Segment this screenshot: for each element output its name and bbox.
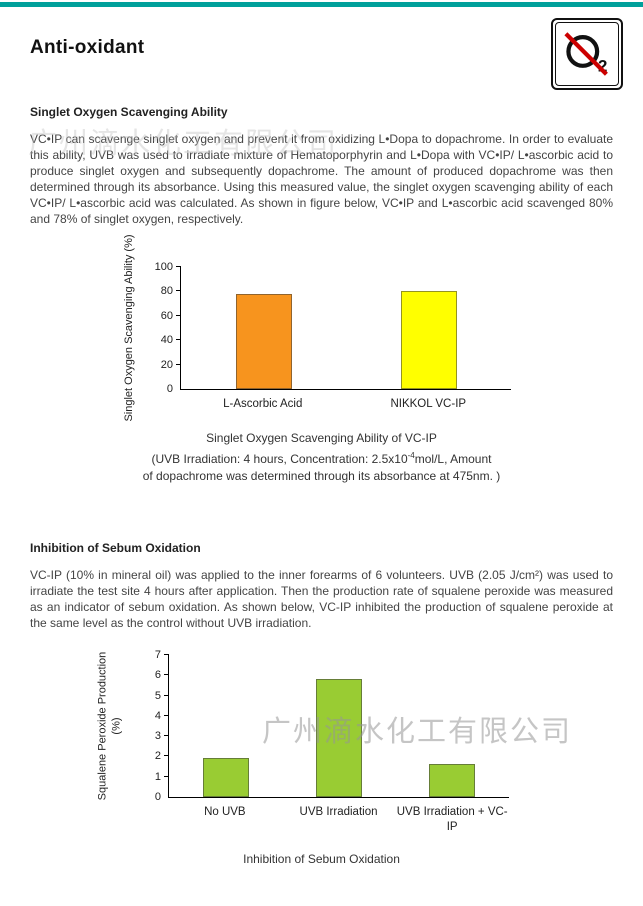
chart2-caption: Inhibition of Sebum Oxidation	[243, 851, 400, 866]
y-axis-label: Squalene Peroxide Production (%)	[96, 651, 122, 801]
y-axis: Squalene Peroxide Production (%)	[92, 652, 128, 801]
y-tick-mark	[164, 674, 169, 676]
section1-paragraph: VC•IP can scavenge singlet oxygen and pr…	[30, 132, 613, 226]
y-tick-mark	[164, 755, 169, 757]
y-tick-label: 7	[154, 648, 161, 661]
caption-line: Singlet Oxygen Scavenging Ability of VC-…	[206, 430, 437, 445]
y-tick-mark	[176, 314, 181, 316]
caption-line: (UVB Irradiation: 4 hours, Concentration…	[151, 450, 492, 466]
superscript-exponent: -4	[407, 450, 415, 460]
no-oxygen-icon: 2	[555, 22, 619, 86]
bar-no-uvb	[202, 758, 249, 797]
y-tick-label: 100	[154, 261, 173, 273]
y-tick-label: 6	[154, 669, 161, 682]
y-tick-label: 60	[160, 309, 173, 322]
section-heading-singlet-oxygen: Singlet Oxygen Scavenging Ability	[30, 105, 228, 119]
x-axis-labels: L-Ascorbic Acid NIKKOL VC-IP	[180, 390, 511, 412]
section2-paragraph: VC-IP (10% in mineral oil) was applied t…	[30, 567, 613, 630]
y-tick-label: 5	[154, 689, 161, 702]
caption-line: of dopachrome was determined through its…	[142, 468, 501, 483]
x-tick-label: NIKKOL VC-IP	[390, 398, 467, 410]
red-slash	[564, 32, 608, 76]
chart1-caption: Singlet Oxygen Scavenging Ability of VC-…	[30, 430, 613, 485]
bars-group	[169, 655, 509, 797]
bar-uvb-irradiation	[315, 679, 362, 797]
y-tick-mark	[176, 363, 181, 365]
y-tick-label: 80	[160, 285, 173, 298]
y-tick-mark	[164, 775, 169, 777]
logo-subscript: 2	[598, 57, 607, 76]
bar-nikkol-vc-ip	[400, 291, 457, 389]
y-tick-label: 20	[160, 358, 173, 371]
bars-group	[181, 267, 511, 389]
bar-l-ascorbic-acid	[235, 293, 292, 389]
y-tick-mark	[164, 694, 169, 696]
x-tick-label: UVB Irradiation + VC-IP	[396, 805, 508, 833]
x-tick-label: L-Ascorbic Acid	[223, 398, 303, 410]
section-heading-sebum-oxidation: Inhibition of Sebum Oxidation	[30, 540, 201, 555]
y-tick-label: 0	[154, 790, 161, 803]
y-tick-label: 2	[154, 750, 161, 763]
x-axis-labels: No UVB UVB Irradiation UVB Irradiation + V…	[168, 798, 509, 835]
y-tick-mark	[164, 735, 169, 737]
x-tick-label: UVB Irradiation	[299, 805, 378, 818]
y-tick-mark	[164, 714, 169, 716]
y-tick-mark	[176, 290, 181, 292]
anti-oxidant-logo: 2	[551, 18, 623, 90]
sebum-oxidation-chart: Squalene Peroxide Production (%) 0 1 2 3 4 5 6…	[92, 649, 613, 835]
x-tick-label: No UVB	[204, 805, 246, 818]
y-tick-label: 0	[166, 383, 173, 395]
y-tick-mark	[164, 653, 169, 655]
y-tick-label: 4	[154, 709, 161, 722]
top-divider	[0, 2, 643, 7]
y-tick-label: 40	[160, 334, 173, 347]
singlet-oxygen-chart: Singlet Oxygen Scavenging Ability (%) 0 2…	[118, 234, 613, 422]
plot-area: 0 1 2 3 4 5 6 7	[155, 649, 509, 803]
bar-uvb-irradiation-vc-ip	[429, 764, 476, 797]
y-tick-label: 3	[154, 730, 161, 743]
plot-area: 0 20 40 60 80 100	[155, 261, 511, 395]
page-title: Anti-oxidant	[30, 37, 145, 58]
y-tick-label: 1	[154, 770, 161, 783]
y-tick-mark	[176, 266, 181, 267]
y-axis: Singlet Oxygen Scavenging Ability (%)	[118, 234, 140, 421]
y-axis-label: Singlet Oxygen Scavenging Ability (%)	[123, 234, 135, 422]
y-tick-mark	[176, 339, 181, 341]
